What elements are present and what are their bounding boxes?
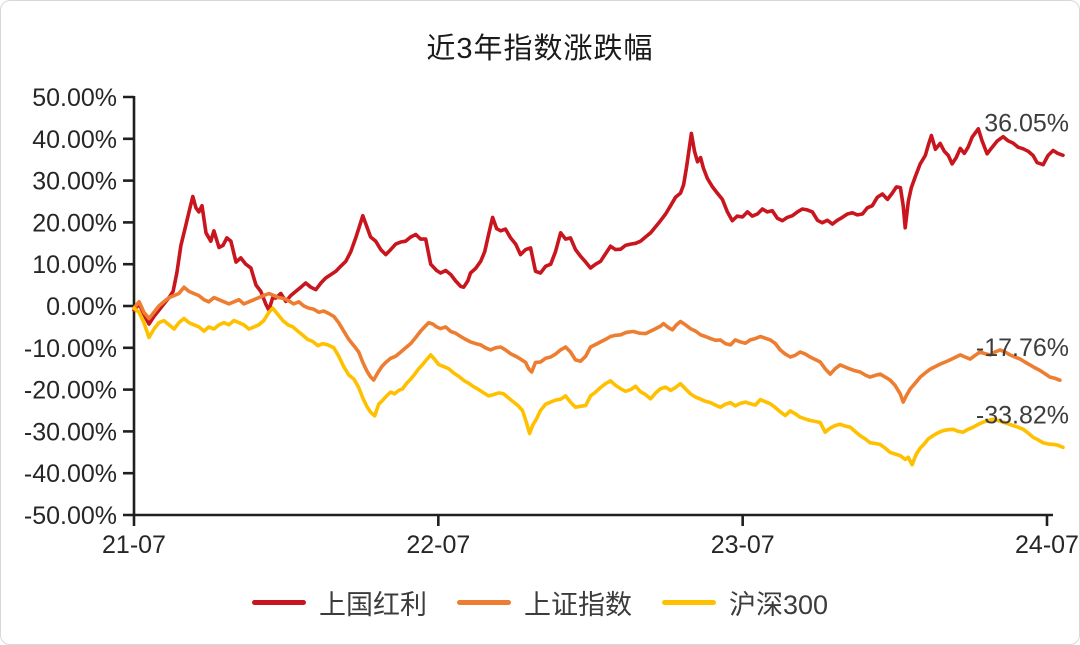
y-tick-label: -40.00% xyxy=(24,460,117,488)
series-line-shangzheng-zhishu xyxy=(132,285,1062,404)
legend-item-hushen-300: 沪深300 xyxy=(661,583,829,622)
legend-item-shangguo-hongli: 上国红利 xyxy=(251,583,427,622)
chart-title: 近3年指数涨跌幅 xyxy=(426,33,654,65)
y-tick-label: 10.00% xyxy=(32,251,117,279)
legend-swatch-shangzheng-zhishu xyxy=(456,600,511,605)
legend-label-shangzheng-zhishu: 上证指数 xyxy=(523,590,632,620)
end-value-label-shangguo-hongli: 36.05% xyxy=(984,109,1069,137)
y-tick-label: -20.00% xyxy=(24,377,117,405)
legend-swatch-hushen-300 xyxy=(661,600,716,605)
end-value-label-shangzheng-zhishu: -17.76% xyxy=(976,334,1069,362)
y-tick-label: 50.00% xyxy=(32,84,117,112)
series-line-hushen-300 xyxy=(132,306,1065,467)
y-tick-label: -10.00% xyxy=(24,335,117,363)
y-tick-label: 40.00% xyxy=(32,126,117,154)
x-tick-label: 24-07 xyxy=(1015,531,1079,559)
x-tick-label: 21-07 xyxy=(102,531,166,559)
y-tick-label: 30.00% xyxy=(32,168,117,196)
y-tick-label: -30.00% xyxy=(24,418,117,446)
x-tick-label: 23-07 xyxy=(711,531,775,559)
legend-item-shangzheng-zhishu: 上证指数 xyxy=(456,583,632,622)
series-line-shangguo-hongli xyxy=(132,127,1065,326)
legend-swatch-shangguo-hongli xyxy=(251,600,306,605)
x-tick-label: 22-07 xyxy=(406,531,470,559)
legend-label-hushen-300: 沪深300 xyxy=(728,590,829,620)
y-tick-label: 0.00% xyxy=(46,293,117,321)
chart-legend: 上国红利 上证指数 沪深300 xyxy=(1,583,1079,622)
end-value-label-hushen-300: -33.82% xyxy=(976,401,1069,429)
legend-label-shangguo-hongli: 上国红利 xyxy=(318,590,427,620)
y-tick-label: 20.00% xyxy=(32,209,117,237)
y-tick-label: -50.00% xyxy=(24,502,117,530)
